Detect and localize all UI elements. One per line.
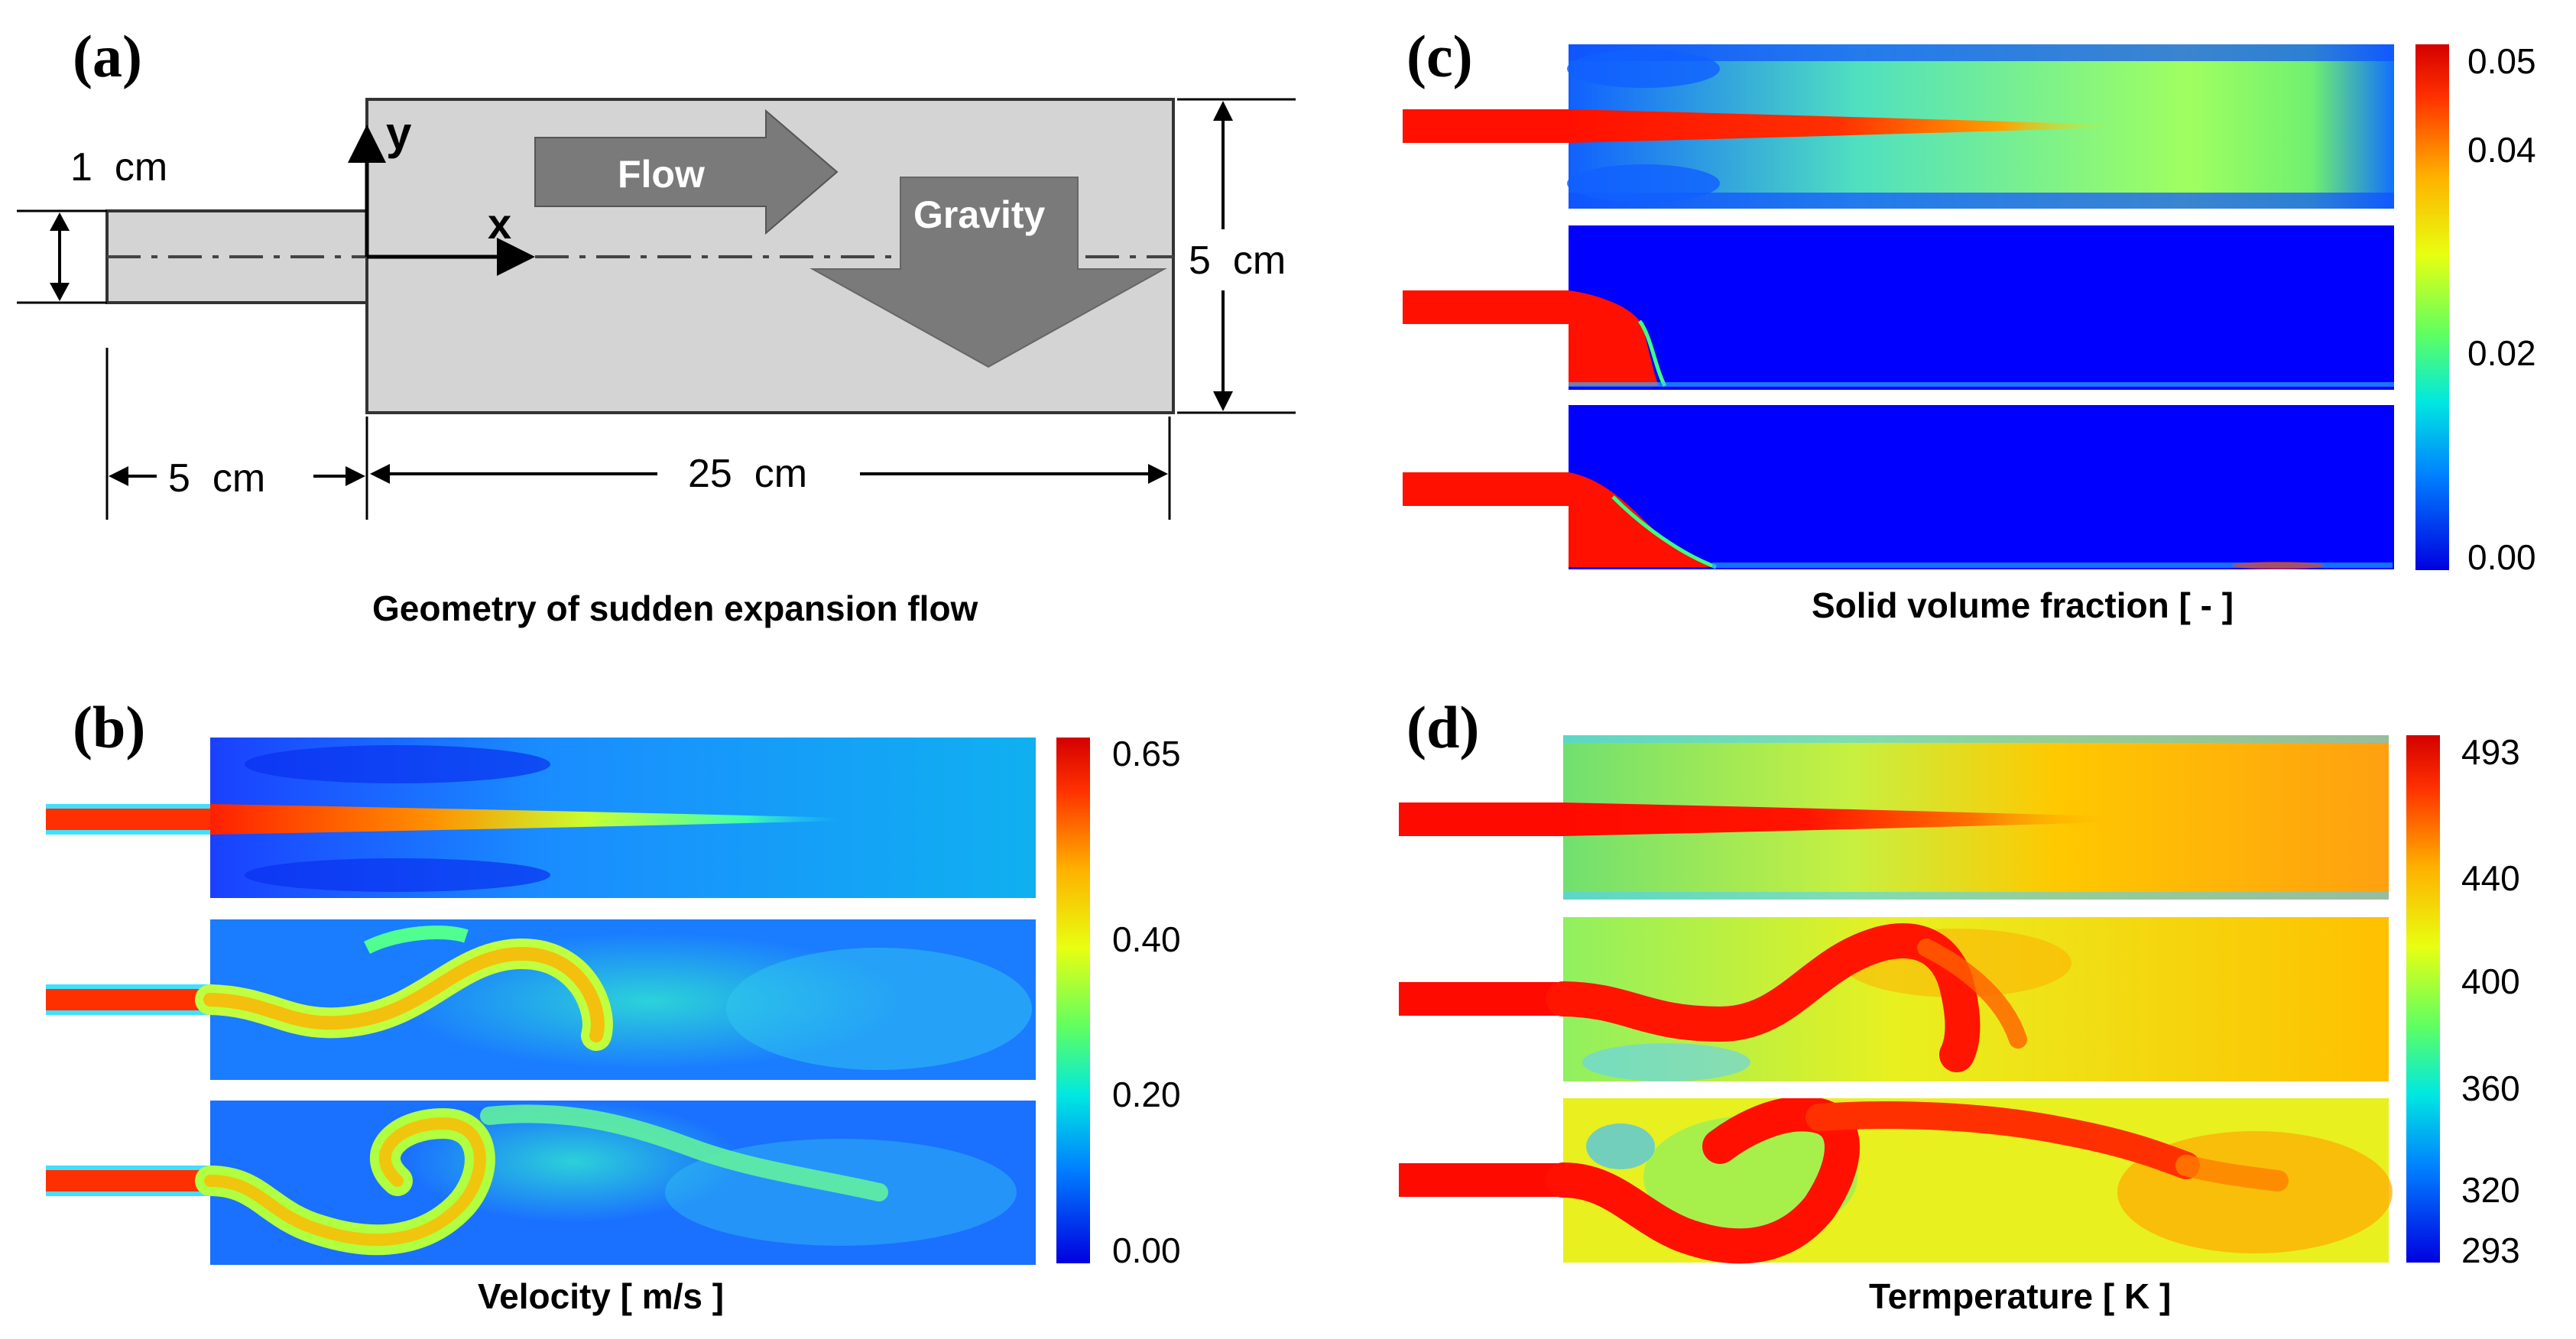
inlet-length-label: 5 cm	[168, 456, 265, 501]
temperature-frame-1	[1399, 735, 2389, 900]
svf-colorbar	[2415, 44, 2449, 570]
channel-length-arrowhead-right	[1148, 464, 1168, 484]
velocity-tick-0: 0.65	[1112, 734, 1181, 773]
svf-frame-3	[1403, 405, 2394, 569]
panel-d-label: (d)	[1406, 694, 1479, 760]
temperature-tick-0: 493	[2461, 732, 2520, 772]
svf-tick-2: 0.02	[2467, 333, 2536, 373]
channel-length-arrowhead-left	[370, 464, 390, 484]
channel-length-label: 25 cm	[688, 452, 807, 496]
flow-arrow	[534, 109, 839, 235]
channel-height-arrowhead-bottom	[1213, 391, 1233, 411]
panel-b: (b)	[46, 694, 1181, 1316]
axis-x-label: x	[488, 199, 511, 248]
inlet-height-label: 1 cm	[70, 145, 167, 190]
axis-y-label: y	[386, 108, 412, 159]
velocity-frame-2	[46, 919, 1036, 1080]
panel-b-label: (b)	[73, 694, 145, 760]
inlet-height-arrowhead-top	[50, 212, 70, 231]
panel-d-caption: Termperature [ K ]	[1869, 1276, 2171, 1316]
panel-a-caption: Geometry of sudden expansion flow	[372, 588, 978, 628]
temperature-tick-2: 400	[2461, 961, 2520, 1001]
panel-c-caption: Solid volume fraction [ - ]	[1812, 585, 2234, 625]
temperature-colorbar	[2406, 735, 2440, 1263]
svf-tick-3: 0.00	[2467, 537, 2536, 577]
temperature-frame-2	[1399, 917, 2389, 1081]
velocity-tick-2: 0.20	[1112, 1075, 1181, 1114]
svf-tick-0: 0.05	[2467, 41, 2536, 81]
temperature-tick-4: 320	[2461, 1170, 2520, 1210]
inlet-height-arrowhead-bottom	[50, 283, 70, 301]
panel-b-caption: Velocity [ m/s ]	[478, 1276, 724, 1316]
frame-gaps	[210, 209, 2394, 1101]
velocity-tick-3: 0.00	[1112, 1230, 1181, 1270]
svf-tick-1: 0.04	[2467, 130, 2536, 170]
gravity-arrow	[809, 177, 1167, 368]
panel-c: (c) 0.05 0.04	[1403, 23, 2536, 625]
svf-frame-2	[1403, 225, 2394, 390]
temperature-tick-5: 293	[2461, 1230, 2520, 1270]
temperature-frame-3	[1399, 1096, 2393, 1264]
panel-d: (d) 493	[1399, 694, 2520, 1316]
panel-a-label: (a)	[73, 23, 142, 89]
gravity-label: Gravity	[913, 193, 1046, 236]
inlet-length-arrowhead-left	[109, 466, 128, 486]
channel-height-arrowhead-top	[1213, 101, 1233, 121]
velocity-tick-1: 0.40	[1112, 919, 1181, 959]
temperature-tick-1: 440	[2461, 858, 2520, 898]
inlet-length-arrowhead-right	[346, 466, 365, 486]
flow-label: Flow	[618, 153, 705, 196]
panel-c-label: (c)	[1406, 23, 1473, 89]
temperature-tick-3: 360	[2461, 1068, 2520, 1108]
svf-frame-1	[1403, 44, 2394, 209]
velocity-frame-3	[46, 1101, 1036, 1265]
velocity-colorbar	[1056, 738, 1090, 1263]
channel-height-label: 5 cm	[1189, 238, 1286, 283]
panel-a: (a) y x Flow Gravity 1 cm 5 cm	[17, 23, 1296, 628]
velocity-frame-1	[46, 738, 1036, 898]
